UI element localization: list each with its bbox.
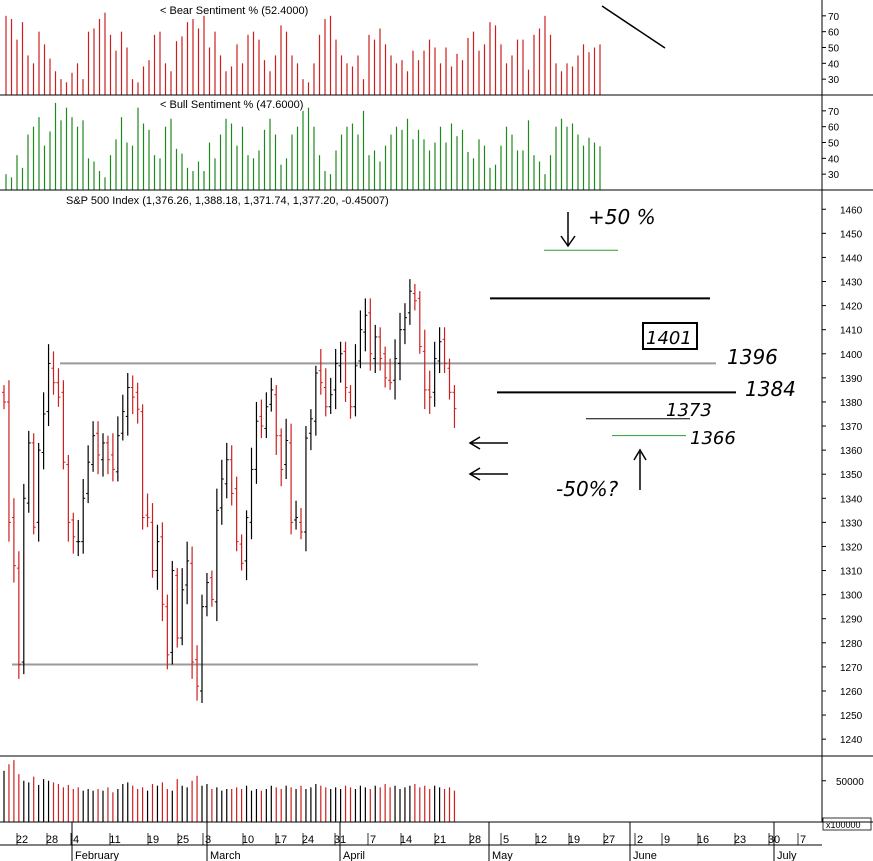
- vol-unit-box: [822, 817, 872, 831]
- day-label: 28: [469, 834, 481, 846]
- bear-tick-label: 30: [828, 75, 840, 86]
- day-label: 4: [73, 834, 79, 846]
- price-panel-label: S&P 500 Index (1,376.26, 1,388.18, 1,371…: [66, 195, 389, 207]
- bear-tick-label: 60: [828, 28, 840, 39]
- price-tick-label: 1380: [840, 398, 863, 409]
- price-tick-label: 1330: [840, 518, 863, 529]
- price-tick-label: 1290: [840, 615, 863, 626]
- bull-tick-label: 40: [828, 154, 840, 165]
- day-label: 25: [177, 834, 189, 846]
- price-tick-label: 1440: [840, 253, 863, 264]
- level-1396-label: 1396: [727, 345, 778, 369]
- price-tick-label: 1400: [840, 350, 863, 361]
- day-label: 23: [734, 834, 746, 846]
- day-label: 9: [664, 834, 670, 846]
- day-label: 19: [147, 834, 159, 846]
- day-label: 11: [109, 834, 120, 846]
- left-arrow-head-icon-1: [468, 436, 481, 450]
- day-label: 21: [434, 834, 446, 846]
- bear-tick-label: 40: [828, 59, 840, 70]
- month-label: July: [777, 850, 797, 861]
- bear-tick-label: 50: [828, 44, 840, 55]
- price-tick-label: 1240: [840, 735, 863, 746]
- minus-50-note: -50%?: [556, 477, 619, 501]
- price-tick-label: 1410: [840, 326, 863, 337]
- day-label: 12: [535, 834, 547, 846]
- bull-panel-label: < Bull Sentiment % (47.6000): [160, 99, 303, 111]
- price-tick-label: 1320: [840, 542, 863, 553]
- day-label: 17: [275, 834, 287, 846]
- volume-bars: [3, 760, 456, 822]
- day-label: 2: [637, 834, 643, 846]
- price-tick-label: 1260: [840, 687, 863, 698]
- day-label: 14: [400, 834, 412, 846]
- price-tick-label: 1360: [840, 446, 863, 457]
- bear-sentiment-bars: [5, 12, 601, 95]
- bear-tick-label: 70: [828, 12, 840, 23]
- price-tick-label: 1270: [840, 663, 863, 674]
- day-label: 3: [205, 834, 211, 846]
- price-tick-label: 1430: [840, 278, 863, 289]
- price-tick-label: 1300: [840, 591, 863, 602]
- level-1366-label: 1366: [690, 428, 736, 449]
- month-label: May: [492, 850, 513, 861]
- bear-trendline: [601, 5, 666, 49]
- level-1373-label: 1373: [666, 400, 712, 421]
- price-tick-label: 1450: [840, 229, 863, 240]
- day-label: 22: [16, 834, 28, 846]
- bull-sentiment-bars: [5, 102, 601, 190]
- price-tick-label: 1370: [840, 422, 863, 433]
- plus-50-note: +50 %: [588, 205, 656, 229]
- month-label: April: [343, 850, 365, 861]
- month-label: March: [210, 850, 241, 861]
- bull-tick-label: 60: [828, 123, 840, 134]
- box-1401-label: 1401: [646, 328, 692, 349]
- price-tick-label: 1310: [840, 567, 863, 578]
- bull-tick-label: 50: [828, 139, 840, 150]
- reference-lines: [12, 249, 736, 666]
- month-label: February: [75, 850, 120, 861]
- box-1401: [642, 322, 698, 350]
- price-tick-label: 1250: [840, 711, 863, 722]
- up-arrow-head-icon: [633, 448, 647, 461]
- bull-tick-label: 70: [828, 107, 840, 118]
- month-label: June: [633, 850, 657, 861]
- annotations: +50 % 1401 1396 1384 1373 1366 -50%?: [468, 5, 796, 501]
- price-ohlc-bars: [2, 279, 457, 704]
- price-tick-label: 1350: [840, 470, 863, 481]
- left-arrow-head-icon-2: [468, 467, 481, 481]
- day-label: 24: [302, 834, 314, 846]
- level-1384-label: 1384: [745, 377, 796, 401]
- day-label: 28: [46, 834, 58, 846]
- price-tick-label: 1420: [840, 302, 863, 313]
- day-label: 16: [697, 834, 709, 846]
- price-tick-label: 1280: [840, 639, 863, 650]
- vol-unit-label: x100000: [826, 820, 861, 830]
- price-tick-label: 1390: [840, 374, 863, 385]
- day-label: 19: [568, 834, 580, 846]
- day-label: 7: [370, 834, 376, 846]
- price-tick-label: 1340: [840, 494, 863, 505]
- vol-tick-label: 50000: [836, 777, 864, 788]
- day-label: 7: [800, 834, 806, 846]
- day-label: 10: [242, 834, 254, 846]
- price-tick-label: 1460: [840, 205, 863, 216]
- bear-panel-label: < Bear Sentiment % (52.4000): [160, 5, 308, 17]
- down-arrow-head-icon: [560, 235, 576, 248]
- day-label: 5: [503, 834, 509, 846]
- bull-tick-label: 30: [828, 170, 840, 181]
- day-label: 27: [603, 834, 615, 846]
